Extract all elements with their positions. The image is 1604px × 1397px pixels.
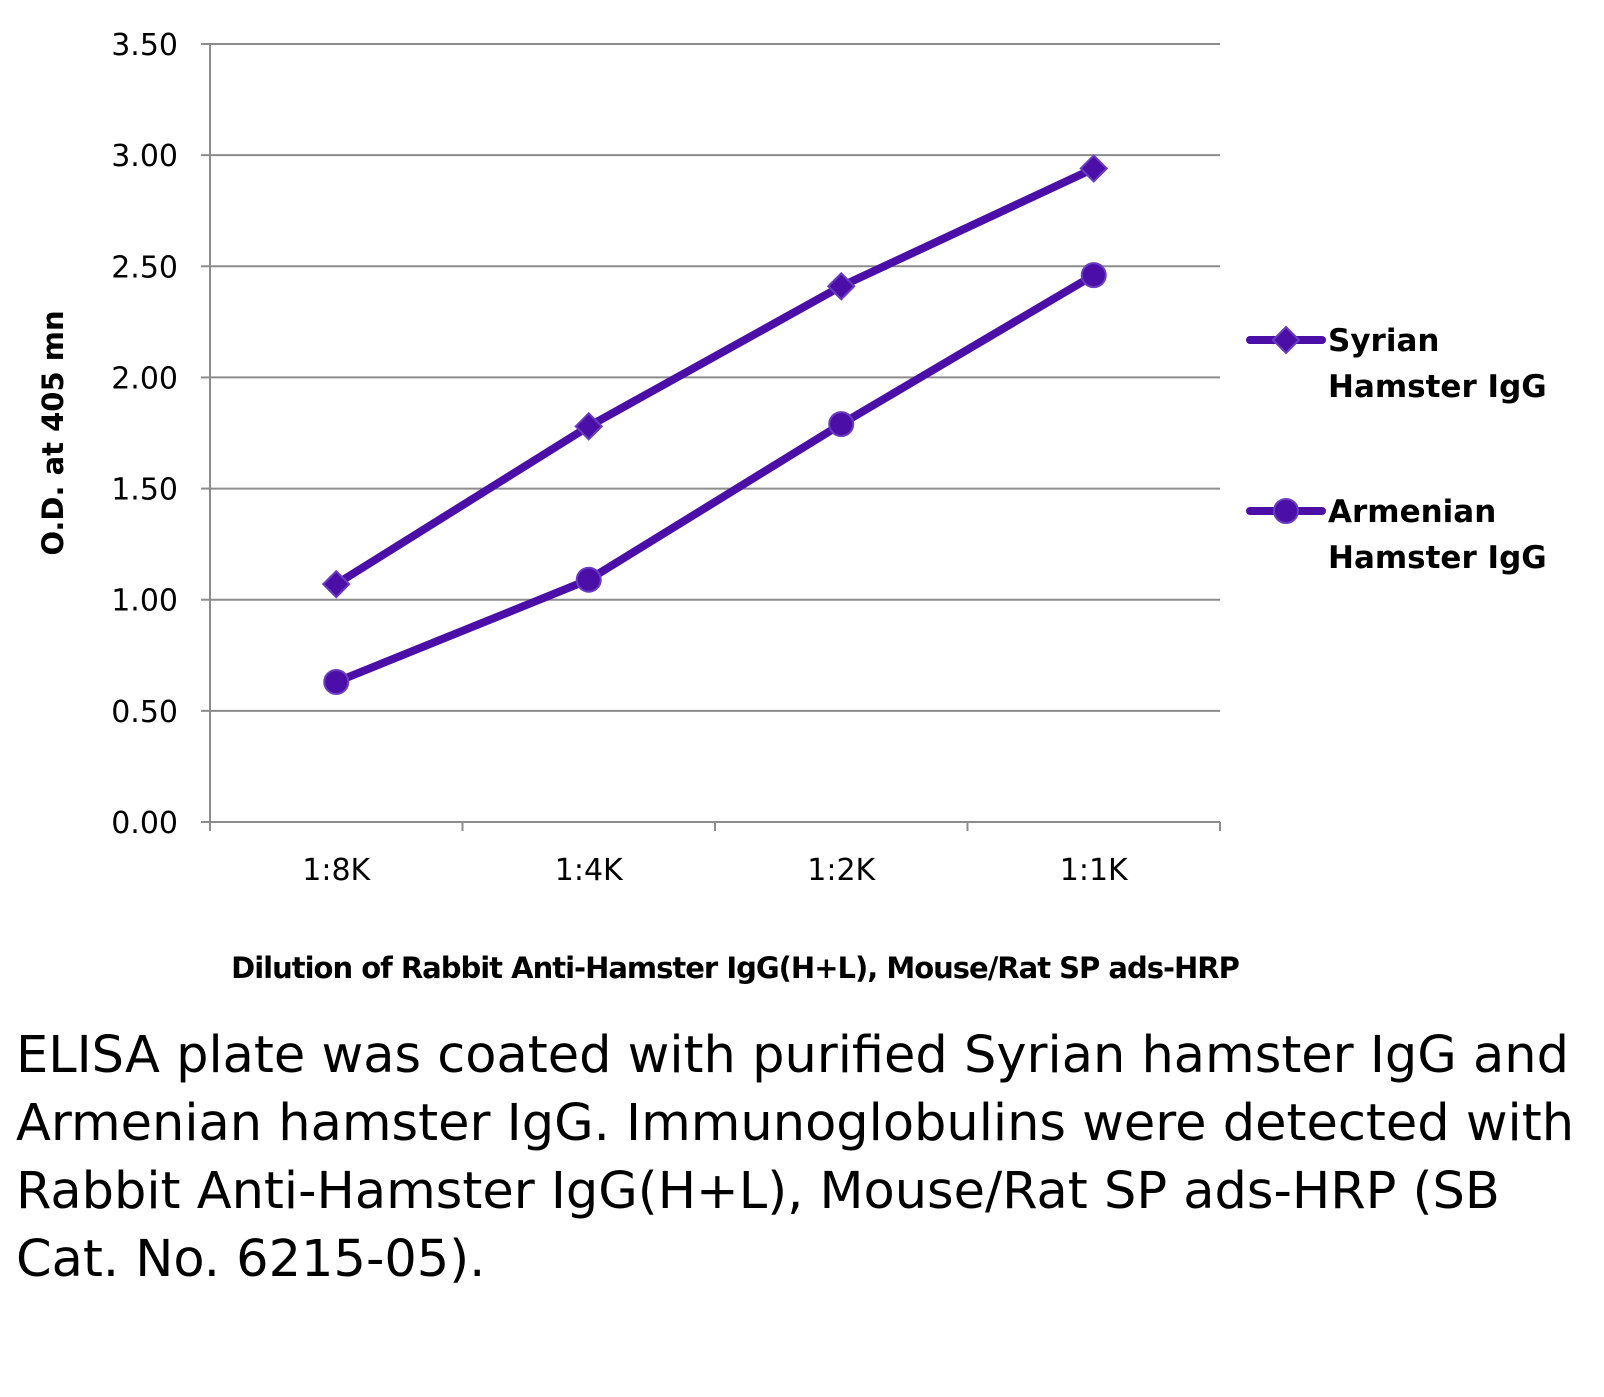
- gridlines: [210, 43, 1220, 712]
- series: [321, 154, 1109, 695]
- y-tick-label: 0.50: [111, 695, 178, 730]
- x-tick-labels: 1:8K 1:4K 1:2K 1:1K: [302, 853, 1129, 888]
- x-tick-label: 1:8K: [302, 853, 371, 888]
- y-tick-labels: 0.00 0.50 1.00 1.50 2.00 2.50 3.00 3.50: [111, 28, 178, 841]
- y-tick-label: 2.00: [111, 361, 178, 396]
- elisa-line-chart: 0.00 0.50 1.00 1.50 2.00 2.50 3.00 3.50 1:8K 1:4…: [36, 28, 1547, 985]
- legend: Syrian Hamster IgG Armenian Hamster IgG: [1246, 323, 1547, 576]
- series-line: [332, 164, 1098, 589]
- data-point: [1080, 262, 1107, 289]
- x-tick-label: 1:1K: [1060, 853, 1129, 888]
- y-tick-label: 3.50: [111, 28, 178, 63]
- legend-marker: [1271, 325, 1301, 355]
- x-axis-title: Dilution of Rabbit Anti-Hamster IgG(H+L)…: [231, 951, 1239, 985]
- series-syrian: [321, 154, 1109, 599]
- data-point: [323, 668, 350, 695]
- legend-label: Armenian: [1328, 494, 1496, 530]
- y-axis-title: O.D. at 405 mn: [36, 310, 70, 555]
- figure-caption: ELISA plate was coated with purified Syr…: [16, 1026, 1575, 1289]
- data-point: [575, 566, 602, 593]
- legend-label: Syrian: [1328, 323, 1439, 359]
- y-tick-label: 0.00: [111, 806, 178, 841]
- data-point: [828, 411, 855, 438]
- x-tick-label: 1:4K: [555, 853, 624, 888]
- series-line: [332, 271, 1098, 686]
- y-tick-label: 1.00: [111, 584, 178, 619]
- legend-label: Hamster IgG: [1328, 540, 1547, 576]
- series-armenian: [323, 262, 1107, 695]
- legend-entry: Armenian Hamster IgG: [1246, 494, 1547, 576]
- legend-label: Hamster IgG: [1328, 369, 1547, 405]
- data-point: [574, 411, 604, 441]
- y-tick-label: 2.50: [111, 250, 178, 285]
- data-point: [826, 271, 856, 301]
- data-point: [321, 569, 351, 599]
- legend-marker: [1273, 498, 1299, 524]
- y-tick-label: 1.50: [111, 473, 178, 508]
- axes: [201, 43, 1221, 831]
- y-tick-label: 3.00: [111, 139, 178, 174]
- x-tick-label: 1:2K: [807, 853, 876, 888]
- data-point: [1079, 154, 1109, 183]
- legend-entry: Syrian Hamster IgG: [1246, 323, 1547, 405]
